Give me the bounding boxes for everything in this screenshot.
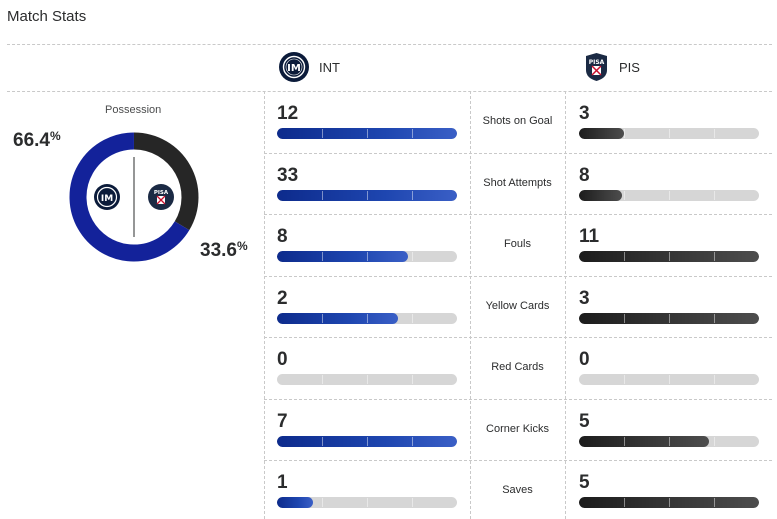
- away-stat-bar: [579, 312, 759, 324]
- home-stat-bar-fill: [277, 312, 398, 324]
- away-stat-bar: [579, 251, 759, 262]
- away-stat-value: 0: [579, 349, 590, 370]
- divider: [7, 44, 772, 45]
- home-stat-bar-fill: [277, 251, 409, 262]
- row-divider: [264, 214, 772, 215]
- stat-label: Shot Attempts: [483, 176, 552, 189]
- home-stat-bar-fill: [277, 497, 313, 508]
- row-divider: [264, 460, 772, 461]
- away-stat-bar-fill: [579, 128, 624, 139]
- inter-logo-icon: IM: [279, 52, 309, 82]
- away-stat-bar-fill: [579, 435, 709, 447]
- home-team-abbr: INT: [319, 59, 340, 75]
- home-stat-bar-fill: [277, 435, 457, 447]
- home-stat-bar-fill: [277, 128, 457, 139]
- row-divider: [264, 337, 772, 338]
- away-team-abbr: PIS: [619, 59, 640, 75]
- away-stat-bar: [579, 435, 759, 447]
- home-stat-value: 33: [277, 164, 299, 186]
- home-stat-bar: [277, 312, 457, 324]
- team-header-home: IM INT: [279, 52, 340, 82]
- home-stat-bar: [277, 435, 457, 447]
- svg-text:PISA: PISA: [589, 59, 605, 66]
- possession-donut: IM PISA: [69, 132, 199, 262]
- away-stat-bar: [579, 128, 759, 139]
- row-divider: [264, 398, 772, 400]
- away-stat-bar-fill: [579, 251, 759, 262]
- possession-label: Possession: [105, 104, 162, 116]
- home-stat-bar: [277, 189, 457, 201]
- away-stat-value: 5: [579, 410, 590, 432]
- match-stats-title: Match Stats: [7, 8, 87, 25]
- stat-label: Fouls: [504, 238, 531, 250]
- away-stat-bar-fill: [579, 312, 759, 324]
- column-divider: [565, 91, 566, 519]
- donut-away-arc: [133, 132, 199, 231]
- column-divider: [470, 91, 471, 519]
- home-stat-value: 12: [277, 103, 299, 124]
- svg-text:IM: IM: [101, 194, 113, 204]
- home-stat-value: 7: [277, 410, 288, 432]
- away-stat-value: 8: [579, 164, 590, 186]
- divider: [264, 91, 265, 519]
- donut-home-arc: [69, 132, 190, 262]
- away-stat-value: 3: [579, 287, 590, 309]
- away-stat-bar-fill: [579, 497, 759, 508]
- home-stat-bar: [277, 251, 457, 262]
- home-stat-bar: [277, 128, 457, 139]
- row-divider: [264, 152, 772, 154]
- away-stat-bar: [579, 189, 759, 201]
- row-divider: [264, 275, 772, 277]
- away-stat-value: 5: [579, 472, 590, 493]
- pisa-logo-icon: PISA: [584, 52, 609, 82]
- home-stat-bar: [277, 374, 457, 385]
- pisa-logo-icon: PISA: [148, 184, 174, 210]
- svg-text:PISA: PISA: [154, 190, 169, 196]
- stat-label: Shots on Goal: [482, 115, 553, 127]
- stat-label: Yellow Cards: [485, 299, 550, 312]
- home-stat-bar-fill: [277, 189, 457, 201]
- home-stat-value: 0: [277, 349, 288, 370]
- home-stat-value: 8: [277, 226, 288, 247]
- svg-text:IM: IM: [287, 63, 301, 74]
- stat-label: Red Cards: [491, 361, 544, 373]
- stat-label: Corner Kicks: [486, 422, 549, 435]
- away-stat-value: 3: [579, 103, 590, 124]
- home-stat-value: 1: [277, 472, 288, 493]
- away-stat-value: 11: [579, 226, 600, 247]
- home-stat-bar: [277, 497, 457, 508]
- away-stat-bar-fill: [579, 189, 623, 201]
- away-stat-bar: [579, 374, 759, 385]
- divider: [7, 91, 772, 92]
- stat-label: Saves: [502, 484, 533, 496]
- away-possession-value: 33.6%: [200, 239, 248, 261]
- home-possession-value: 66.4%: [13, 129, 61, 151]
- home-stat-value: 2: [277, 287, 288, 309]
- team-header-away: PISA PIS: [584, 52, 640, 82]
- inter-logo-icon: IM: [94, 184, 120, 210]
- away-stat-bar: [579, 497, 759, 508]
